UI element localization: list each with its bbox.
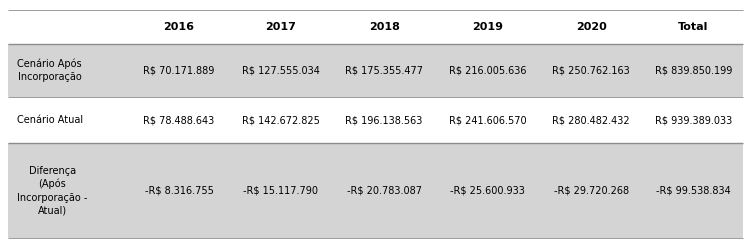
Text: Cenário Após
Incorporação: Cenário Após Incorporação	[17, 59, 82, 82]
Text: 2020: 2020	[576, 22, 607, 32]
Text: R$ 839.850.199: R$ 839.850.199	[655, 65, 732, 75]
Bar	[8, 44, 743, 97]
Text: 2017: 2017	[265, 22, 296, 32]
Text: R$ 78.488.643: R$ 78.488.643	[143, 115, 215, 125]
Text: 2018: 2018	[369, 22, 400, 32]
Text: R$ 142.672.825: R$ 142.672.825	[242, 115, 319, 125]
Text: R$ 127.555.034: R$ 127.555.034	[242, 65, 319, 75]
Bar	[8, 97, 743, 143]
Text: -R$ 25.600.933: -R$ 25.600.933	[451, 186, 525, 196]
Text: Total: Total	[678, 22, 708, 32]
Bar	[8, 10, 743, 44]
Text: -R$ 8.316.755: -R$ 8.316.755	[144, 186, 213, 196]
Text: -R$ 99.538.834: -R$ 99.538.834	[656, 186, 731, 196]
Text: 2019: 2019	[472, 22, 503, 32]
Text: R$ 280.482.432: R$ 280.482.432	[553, 115, 630, 125]
Text: R$ 241.606.570: R$ 241.606.570	[449, 115, 526, 125]
Text: -R$ 15.117.790: -R$ 15.117.790	[243, 186, 318, 196]
Text: R$ 250.762.163: R$ 250.762.163	[553, 65, 630, 75]
Text: R$ 70.171.889: R$ 70.171.889	[143, 65, 215, 75]
Text: Diferença
(Após
Incorporação -
Atual): Diferença (Após Incorporação - Atual)	[17, 166, 88, 216]
Text: 2016: 2016	[164, 22, 195, 32]
Text: Cenário Atual: Cenário Atual	[17, 115, 83, 125]
Text: R$ 939.389.033: R$ 939.389.033	[655, 115, 732, 125]
Text: R$ 196.138.563: R$ 196.138.563	[345, 115, 423, 125]
Text: R$ 175.355.477: R$ 175.355.477	[345, 65, 423, 75]
Text: -R$ 20.783.087: -R$ 20.783.087	[347, 186, 421, 196]
Text: R$ 216.005.636: R$ 216.005.636	[449, 65, 526, 75]
Bar	[8, 143, 743, 238]
Text: -R$ 29.720.268: -R$ 29.720.268	[553, 186, 629, 196]
